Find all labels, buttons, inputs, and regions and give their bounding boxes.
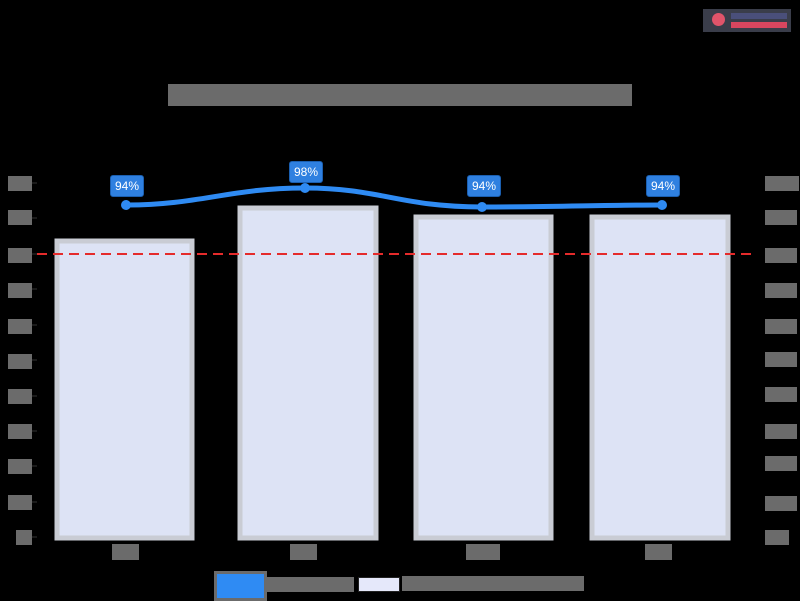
brand-logo [703, 9, 791, 32]
line-series [125, 185, 663, 210]
chart-title [168, 84, 632, 106]
bar-3 [413, 214, 554, 541]
data-label-2: 98% [289, 161, 324, 183]
line-points [121, 183, 667, 212]
bar-2 [237, 205, 379, 541]
data-label-4: 94% [646, 175, 681, 197]
bar-4 [589, 214, 731, 541]
bar-series [54, 205, 731, 541]
legend-swatch-line [214, 571, 267, 601]
legend-label-line [264, 577, 354, 592]
logo-text-bottom [731, 22, 787, 28]
legend-swatch-bar [358, 577, 400, 592]
data-label-1: 94% [110, 175, 145, 197]
logo-text-top [731, 13, 787, 19]
data-label-3: 94% [467, 175, 502, 197]
bar-1 [54, 238, 195, 541]
globe-icon [712, 13, 725, 26]
legend-label-bar [402, 576, 584, 591]
left-axis-ticks [31, 182, 37, 538]
